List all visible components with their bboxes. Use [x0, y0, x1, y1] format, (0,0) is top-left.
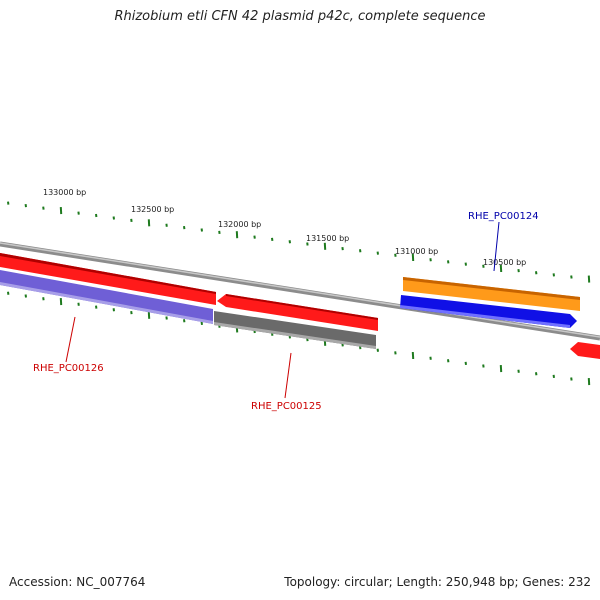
ruler-label-131000: 131000 bp — [395, 247, 438, 256]
ruler-label-130500: 130500 bp — [483, 258, 526, 267]
outer-tick-ruler — [7, 201, 591, 283]
accession-text: Accession: NC_007764 — [9, 575, 146, 589]
inner-tick-ruler — [7, 291, 591, 386]
leader-line-rhe-pc00126 — [65, 316, 76, 363]
ruler-label-132500: 132500 bp — [131, 205, 174, 214]
gene-label-rhe-pc00125[interactable]: RHE_PC00125 — [251, 401, 322, 412]
map-title: Rhizobium etli CFN 42 plasmid p42c, comp… — [114, 9, 486, 24]
ruler-label-133000: 133000 bp — [43, 188, 86, 197]
gene-feature-rhe-pc00124-bar[interactable] — [403, 277, 580, 311]
gene-feature-rhe-pc00125-cds[interactable] — [214, 311, 376, 349]
ruler-label-132000: 132000 bp — [218, 220, 261, 229]
gene-feature-rhe-pc00125-arrow[interactable] — [217, 294, 378, 331]
leader-line-rhe-pc00124 — [493, 221, 500, 272]
sequence-backbone — [0, 241, 600, 341]
gene-feature-edge-arrow[interactable] — [570, 342, 600, 359]
gene-feature-rhe-pc00126-cds[interactable] — [0, 270, 213, 324]
gene-feature-rhe-pc00126-bar[interactable] — [0, 253, 216, 305]
gene-feature-rhe-pc00124-cds[interactable] — [400, 295, 577, 328]
gene-label-rhe-pc00126[interactable]: RHE_PC00126 — [33, 363, 104, 374]
gene-label-rhe-pc00124[interactable]: RHE_PC00124 — [468, 211, 539, 222]
leader-line-rhe-pc00125 — [284, 352, 292, 399]
ruler-label-131500: 131500 bp — [306, 234, 349, 243]
topology-summary-text: Topology: circular; Length: 250,948 bp; … — [284, 575, 591, 589]
